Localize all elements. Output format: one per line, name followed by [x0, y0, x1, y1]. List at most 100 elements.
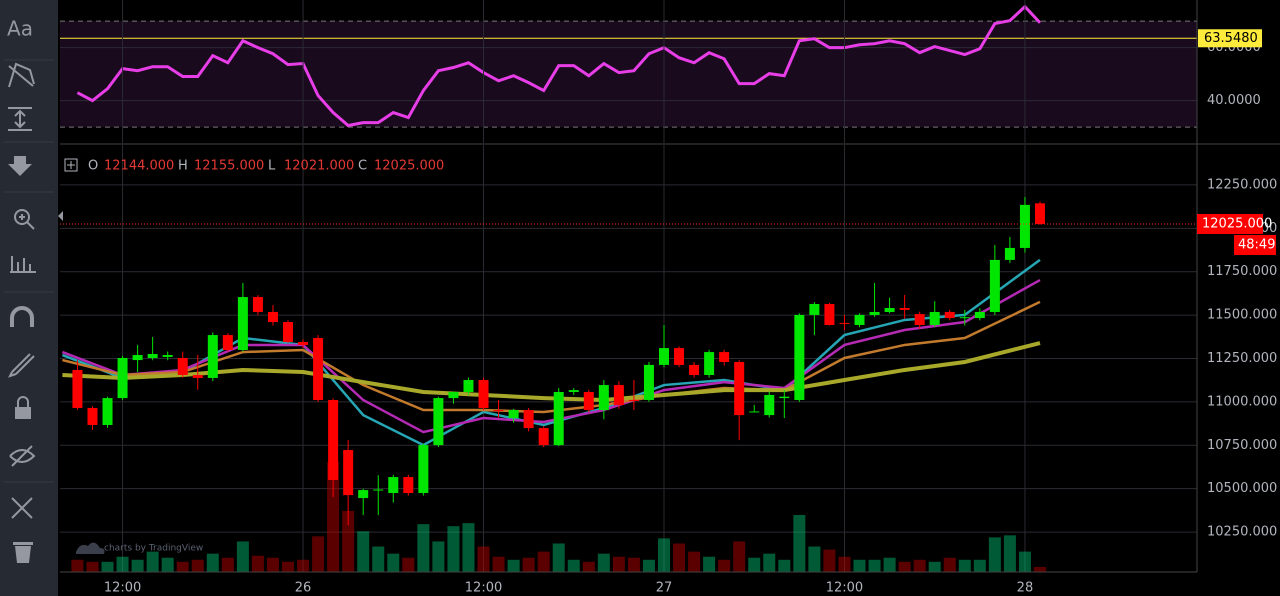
candle-body	[1019, 204, 1030, 248]
legend-value: 12155.000	[194, 159, 264, 174]
legend-name: L	[268, 159, 276, 174]
candle-body	[749, 411, 760, 413]
candle-body	[824, 303, 835, 325]
volume-bar	[477, 546, 490, 572]
volume-bar	[191, 559, 204, 572]
y-tick-label: 10250.000	[1207, 525, 1277, 540]
level-label-bg	[1198, 29, 1262, 48]
candle-body	[538, 428, 549, 446]
candle-body	[959, 317, 970, 319]
magnet-tool[interactable]	[10, 306, 34, 327]
volume-bar	[116, 556, 129, 572]
candle-body	[613, 385, 624, 406]
candle-body	[1004, 247, 1015, 260]
settings-tool[interactable]	[11, 497, 33, 519]
volume-bar	[718, 559, 731, 572]
draw-tool[interactable]	[8, 353, 35, 378]
lock-tool[interactable]	[15, 407, 31, 419]
volume-bar	[1003, 535, 1016, 572]
legend-value: 12021.000	[284, 159, 354, 174]
volume-bar	[492, 556, 505, 572]
zoom-tool[interactable]	[14, 209, 30, 225]
text-tool[interactable]: Aa	[7, 17, 33, 41]
candle-body	[313, 338, 324, 400]
candle-body	[403, 477, 414, 494]
candle-body	[72, 369, 83, 408]
legend-value: 12144.000	[104, 159, 174, 174]
last-price-bg	[1197, 213, 1263, 234]
y-tick-label: 11000.000	[1207, 394, 1277, 409]
candle-body	[433, 398, 444, 446]
candle-body	[463, 380, 474, 393]
moving-average	[61, 258, 1041, 447]
toolbar: Aa	[0, 0, 63, 596]
volume-bar	[943, 557, 956, 572]
volume-bar	[462, 523, 475, 572]
arrow-tool[interactable]	[8, 156, 32, 176]
volume-bar	[101, 561, 114, 572]
candle-body	[779, 396, 790, 399]
candle-body	[343, 449, 354, 496]
collapse-arrow[interactable]	[58, 211, 63, 221]
x-tick-label: 12:00	[465, 581, 502, 596]
volume-bar	[387, 553, 400, 572]
legend-value: 12025.000	[374, 159, 444, 174]
candle-body	[298, 342, 309, 345]
candle-body	[583, 392, 594, 411]
last-price-label: 12025.000	[1202, 216, 1272, 231]
volume-bar	[282, 561, 295, 572]
rsi-pane	[60, 0, 1197, 143]
volume-bar	[342, 510, 355, 572]
volume-bar	[522, 557, 535, 572]
y-tick-label: 11750.000	[1207, 264, 1277, 279]
volume-bar	[748, 557, 761, 572]
candle-body	[252, 297, 263, 312]
candle-body	[719, 352, 730, 362]
legend-name: C	[358, 159, 367, 174]
volume-bar	[657, 538, 670, 572]
x-tick-label: 12:00	[104, 581, 141, 596]
candle-body	[237, 297, 248, 350]
candle-body	[929, 311, 940, 325]
candle-body	[267, 311, 278, 323]
candle-body	[493, 410, 504, 412]
level-label: 63.5480	[1204, 31, 1258, 46]
volume-bar	[642, 559, 655, 572]
volume-bar	[206, 553, 219, 572]
volume-bar	[236, 541, 249, 572]
volume-bar	[567, 559, 580, 572]
price-pane: charts by TradingView	[60, 145, 1197, 572]
volume-bar	[597, 553, 610, 572]
measure-tool[interactable]	[8, 107, 32, 131]
volume-bar	[327, 462, 340, 572]
candle-body	[568, 390, 579, 393]
y-tick-label: 11250.000	[1207, 351, 1277, 366]
volume-bar	[898, 561, 911, 572]
candle-body	[478, 380, 489, 408]
volume-bar	[928, 561, 941, 572]
candle-body	[192, 374, 203, 378]
candle-body	[794, 314, 805, 400]
candle-body	[689, 364, 700, 375]
moving-average	[62, 341, 1041, 402]
hide-tool[interactable]	[9, 445, 36, 467]
volume-bar	[582, 561, 595, 572]
volume-bar	[808, 546, 821, 572]
rsi-line	[76, 4, 1042, 128]
candle-body	[764, 394, 775, 416]
candle-body	[704, 352, 715, 375]
legend-icon-plus	[67, 161, 75, 169]
volume-bar	[838, 556, 851, 572]
candle-body	[147, 353, 158, 358]
candle-body	[222, 335, 233, 350]
x-tick-label: 12:00	[826, 581, 863, 596]
volume-bar	[507, 559, 520, 572]
volume-bar	[627, 557, 640, 572]
trash-tool[interactable]	[13, 542, 33, 563]
volume-bar	[251, 555, 264, 572]
pattern-tool[interactable]	[8, 62, 35, 88]
ruler-tool[interactable]	[10, 256, 36, 273]
candle-body	[283, 322, 294, 343]
candle-body	[102, 398, 113, 425]
volume-bar	[146, 551, 159, 572]
